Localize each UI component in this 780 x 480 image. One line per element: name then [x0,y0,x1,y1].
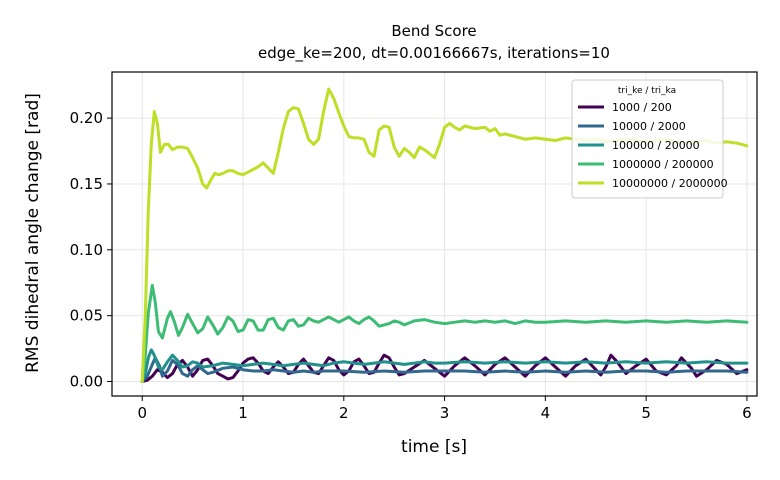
series-lines [140,87,749,383]
legend-label-2: 100000 / 20000 [612,139,700,152]
chart-title: Bend Score [391,22,476,40]
x-tick-label: 1 [238,404,248,422]
legend-title: tri_ke / tri_ka [618,86,676,96]
y-axis-ticks: 0.00 0.05 0.10 0.15 0.20 [70,109,112,391]
y-tick-label: 0.20 [70,109,103,127]
y-tick-label: 0.00 [70,373,103,391]
legend-label-3: 1000000 / 200000 [612,158,714,171]
x-tick-label: 0 [137,404,147,422]
y-tick-label: 0.10 [70,241,103,259]
legend-label-1: 10000 / 2000 [612,120,686,133]
legend-items: 1000 / 200 10000 / 2000 100000 / 20000 1000… [578,101,728,190]
y-tick-label: 0.05 [70,307,103,325]
legend-label-0: 1000 / 200 [612,101,672,114]
y-axis-label: RMS dihedral angle change [rad] [23,93,43,373]
x-axis-label: time [s] [401,437,467,457]
x-tick-label: 3 [440,404,450,422]
x-axis-ticks: 0 1 2 3 4 5 6 [137,396,752,422]
series-line-0 [140,353,749,383]
legend-box [571,79,724,199]
series-line-1 [140,356,749,383]
x-tick-label: 4 [541,404,551,422]
chart-subtitle: edge_ke=200, dt=0.00166667s, iterations=… [258,44,610,63]
x-tick-label: 5 [641,404,651,422]
series-line-3 [140,283,749,383]
y-tick-label: 0.15 [70,175,103,193]
x-tick-label: 6 [742,404,752,422]
x-tick-label: 2 [339,404,349,422]
legend-label-4: 10000000 / 2000000 [612,177,728,190]
plot-frame [111,71,758,397]
series-line-2 [140,348,749,383]
